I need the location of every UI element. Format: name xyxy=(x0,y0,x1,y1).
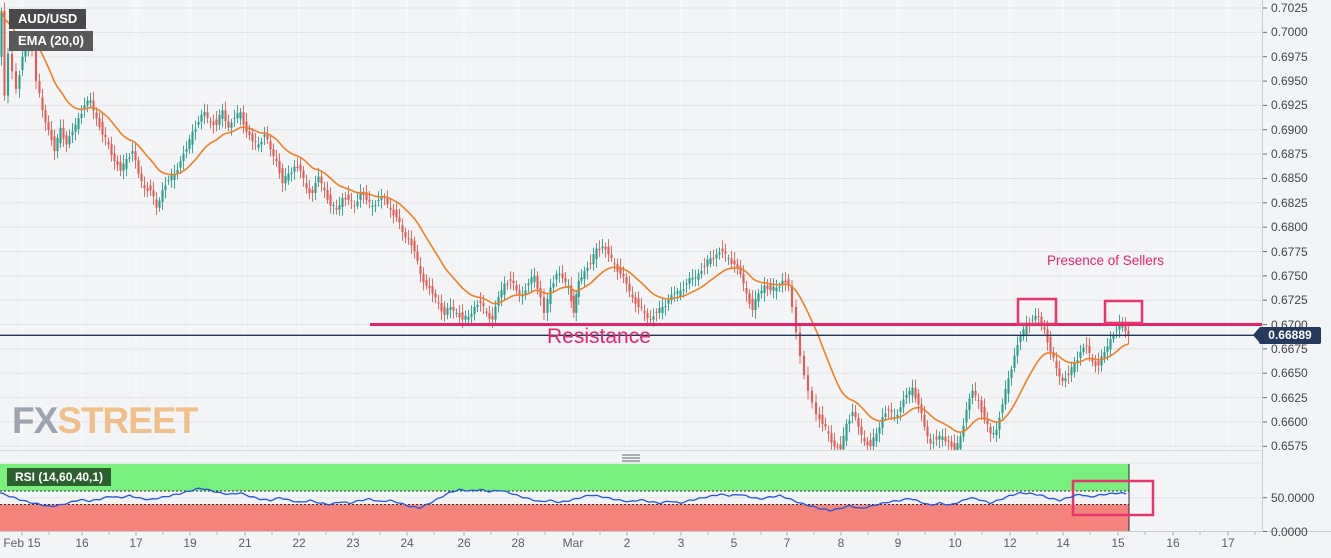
price-axis-label: 0.6575 xyxy=(1271,439,1308,454)
price-axis-label: 0.6725 xyxy=(1271,293,1308,308)
time-axis-label: 3 xyxy=(677,536,685,550)
time-axis-label: 24 xyxy=(400,536,414,550)
price-axis-label: 0.6750 xyxy=(1271,268,1308,283)
price-axis-label: 0.6875 xyxy=(1271,147,1308,162)
rsi-axis-label: 0.0000 xyxy=(1271,524,1308,539)
axis-ticks xyxy=(21,7,1267,536)
pane-resize-handle-icon[interactable] xyxy=(622,454,640,462)
price-axis-label: 0.6975 xyxy=(1271,49,1308,64)
time-axis-label: 5 xyxy=(730,536,738,550)
time-axis-label: 17 xyxy=(1221,536,1235,550)
fxstreet-watermark-logo: FXSTREET xyxy=(12,400,198,442)
rsi-axis-label: 50.0000 xyxy=(1271,490,1315,505)
price-axis-label: 0.6950 xyxy=(1271,74,1308,89)
logo-fx-part: FX xyxy=(12,400,58,441)
time-axis-label: 19 xyxy=(183,536,197,550)
time-axis-label: 8 xyxy=(837,536,845,550)
price-axis-label: 0.6925 xyxy=(1271,98,1308,113)
rsi-box-drawing[interactable] xyxy=(1071,479,1155,517)
candles xyxy=(0,2,1130,451)
time-axis-label: 7 xyxy=(783,536,791,550)
price-axis-label: 0.6825 xyxy=(1271,195,1308,210)
price-axis-label: 0.6775 xyxy=(1271,244,1308,259)
price-axis-label: 0.7000 xyxy=(1271,25,1308,40)
resistance-annotation[interactable]: Resistance xyxy=(547,325,651,348)
time-axis-label: 15 xyxy=(1111,536,1125,550)
logo-street-part: STREET xyxy=(57,400,198,441)
grid xyxy=(0,7,1262,499)
ema-line[interactable] xyxy=(0,10,1129,434)
presence-of-sellers-annotation[interactable]: Presence of Sellers xyxy=(1047,253,1165,268)
time-axis-label: Mar xyxy=(562,536,584,550)
time-axis-label: 16 xyxy=(1166,536,1180,550)
price-axis-label: 0.6800 xyxy=(1271,220,1308,235)
price-axis-label: 0.6675 xyxy=(1271,341,1308,356)
time-axis-label: 10 xyxy=(948,536,962,550)
time-axis-label: Feb 15 xyxy=(3,536,41,550)
time-axis-label: 26 xyxy=(457,536,471,550)
symbol-badge[interactable]: AUD/USD xyxy=(9,9,87,29)
time-axis-label: 12 xyxy=(1003,536,1017,550)
time-axis-label: 23 xyxy=(346,536,360,550)
price-axis-label: 0.7025 xyxy=(1271,1,1308,15)
time-axis-label: 21 xyxy=(238,536,252,550)
time-axis-label: 9 xyxy=(894,536,902,550)
rsi-indicator-badge[interactable]: RSI (14,60,40,1) xyxy=(7,468,112,486)
rsi-oversold-band xyxy=(0,504,1129,532)
sellers-box-drawing[interactable] xyxy=(1103,299,1144,325)
rsi-line[interactable] xyxy=(0,487,1127,512)
sellers-box-drawing[interactable] xyxy=(1016,297,1058,326)
time-axis-label: 2 xyxy=(623,536,631,550)
time-axis-label: 16 xyxy=(75,536,89,550)
price-axis-label: 0.6625 xyxy=(1271,390,1308,405)
time-axis-label: 28 xyxy=(511,536,525,550)
price-axis-label: 0.6900 xyxy=(1271,122,1308,137)
price-axis-label: 0.6650 xyxy=(1271,366,1308,381)
price-axis-label: 0.6600 xyxy=(1271,414,1308,429)
rsi-overbought-band xyxy=(0,463,1129,491)
time-axis-label: 22 xyxy=(292,536,306,550)
ema-indicator-badge[interactable]: EMA (20,0) xyxy=(9,31,93,51)
time-axis-label: 17 xyxy=(129,536,143,550)
current-price-badge: 0.66889 xyxy=(1253,327,1321,344)
price-axis-label: 0.6850 xyxy=(1271,171,1308,186)
time-axis-label: 14 xyxy=(1056,536,1070,550)
